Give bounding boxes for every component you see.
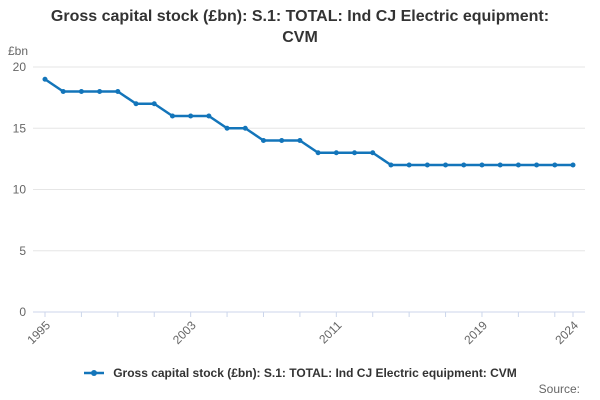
- data-point-marker[interactable]: [443, 162, 449, 168]
- data-point-marker[interactable]: [97, 89, 103, 94]
- data-point-marker[interactable]: [333, 150, 339, 156]
- data-point-marker[interactable]: [78, 89, 84, 94]
- legend-item-label: Gross capital stock (£bn): S.1: TOTAL: I…: [113, 366, 517, 380]
- data-point-marker[interactable]: [42, 76, 48, 82]
- data-point-marker[interactable]: [352, 150, 358, 156]
- y-tick-label: 10: [13, 183, 27, 197]
- data-point-marker[interactable]: [279, 138, 285, 143]
- legend[interactable]: Gross capital stock (£bn): S.1: TOTAL: I…: [0, 366, 600, 380]
- y-tick-label: 0: [19, 305, 26, 319]
- data-point-marker[interactable]: [60, 89, 66, 94]
- line-chart-canvas: 0 5 10 15 20 1995 2003 2011 2019 2024: [13, 60, 585, 347]
- series-line: [43, 78, 575, 167]
- x-tick-label: 2003: [170, 318, 199, 347]
- y-axis-unit-label: £bn: [8, 44, 29, 58]
- y-tick-label: 5: [19, 244, 26, 258]
- data-point-marker[interactable]: [552, 162, 558, 168]
- data-point-marker[interactable]: [406, 162, 412, 168]
- data-point-marker[interactable]: [461, 162, 467, 168]
- data-point-marker[interactable]: [388, 162, 394, 168]
- x-tick-label: 2011: [316, 318, 344, 346]
- data-point-marker[interactable]: [188, 113, 194, 119]
- data-point-marker[interactable]: [151, 101, 157, 107]
- data-point-marker[interactable]: [315, 150, 321, 156]
- x-tick-label: 2024: [552, 318, 581, 347]
- x-tick-label: 2019: [461, 318, 490, 347]
- data-point-marker[interactable]: [224, 125, 230, 131]
- data-point-marker[interactable]: [534, 162, 540, 168]
- legend-line-marker-icon: [84, 370, 105, 376]
- data-point-marker[interactable]: [297, 138, 303, 143]
- data-point-marker[interactable]: [479, 162, 485, 168]
- data-point-marker[interactable]: [515, 162, 521, 168]
- data-point-marker[interactable]: [570, 162, 576, 168]
- source-label: Source:: [538, 382, 580, 396]
- data-point-marker[interactable]: [370, 150, 376, 156]
- chart-title: Gross capital stock (£bn): S.1: TOTAL: I…: [50, 8, 550, 46]
- data-point-marker[interactable]: [169, 113, 175, 119]
- y-tick-label: 15: [13, 121, 27, 135]
- x-tick-label: 1995: [24, 318, 53, 347]
- data-point-marker[interactable]: [133, 101, 139, 107]
- y-tick-label: 20: [13, 60, 27, 74]
- data-point-marker[interactable]: [260, 138, 266, 143]
- data-point-marker[interactable]: [424, 162, 430, 168]
- data-point-marker[interactable]: [115, 89, 121, 94]
- data-point-marker[interactable]: [206, 113, 212, 119]
- data-point-marker[interactable]: [242, 125, 248, 131]
- data-point-marker[interactable]: [497, 162, 503, 168]
